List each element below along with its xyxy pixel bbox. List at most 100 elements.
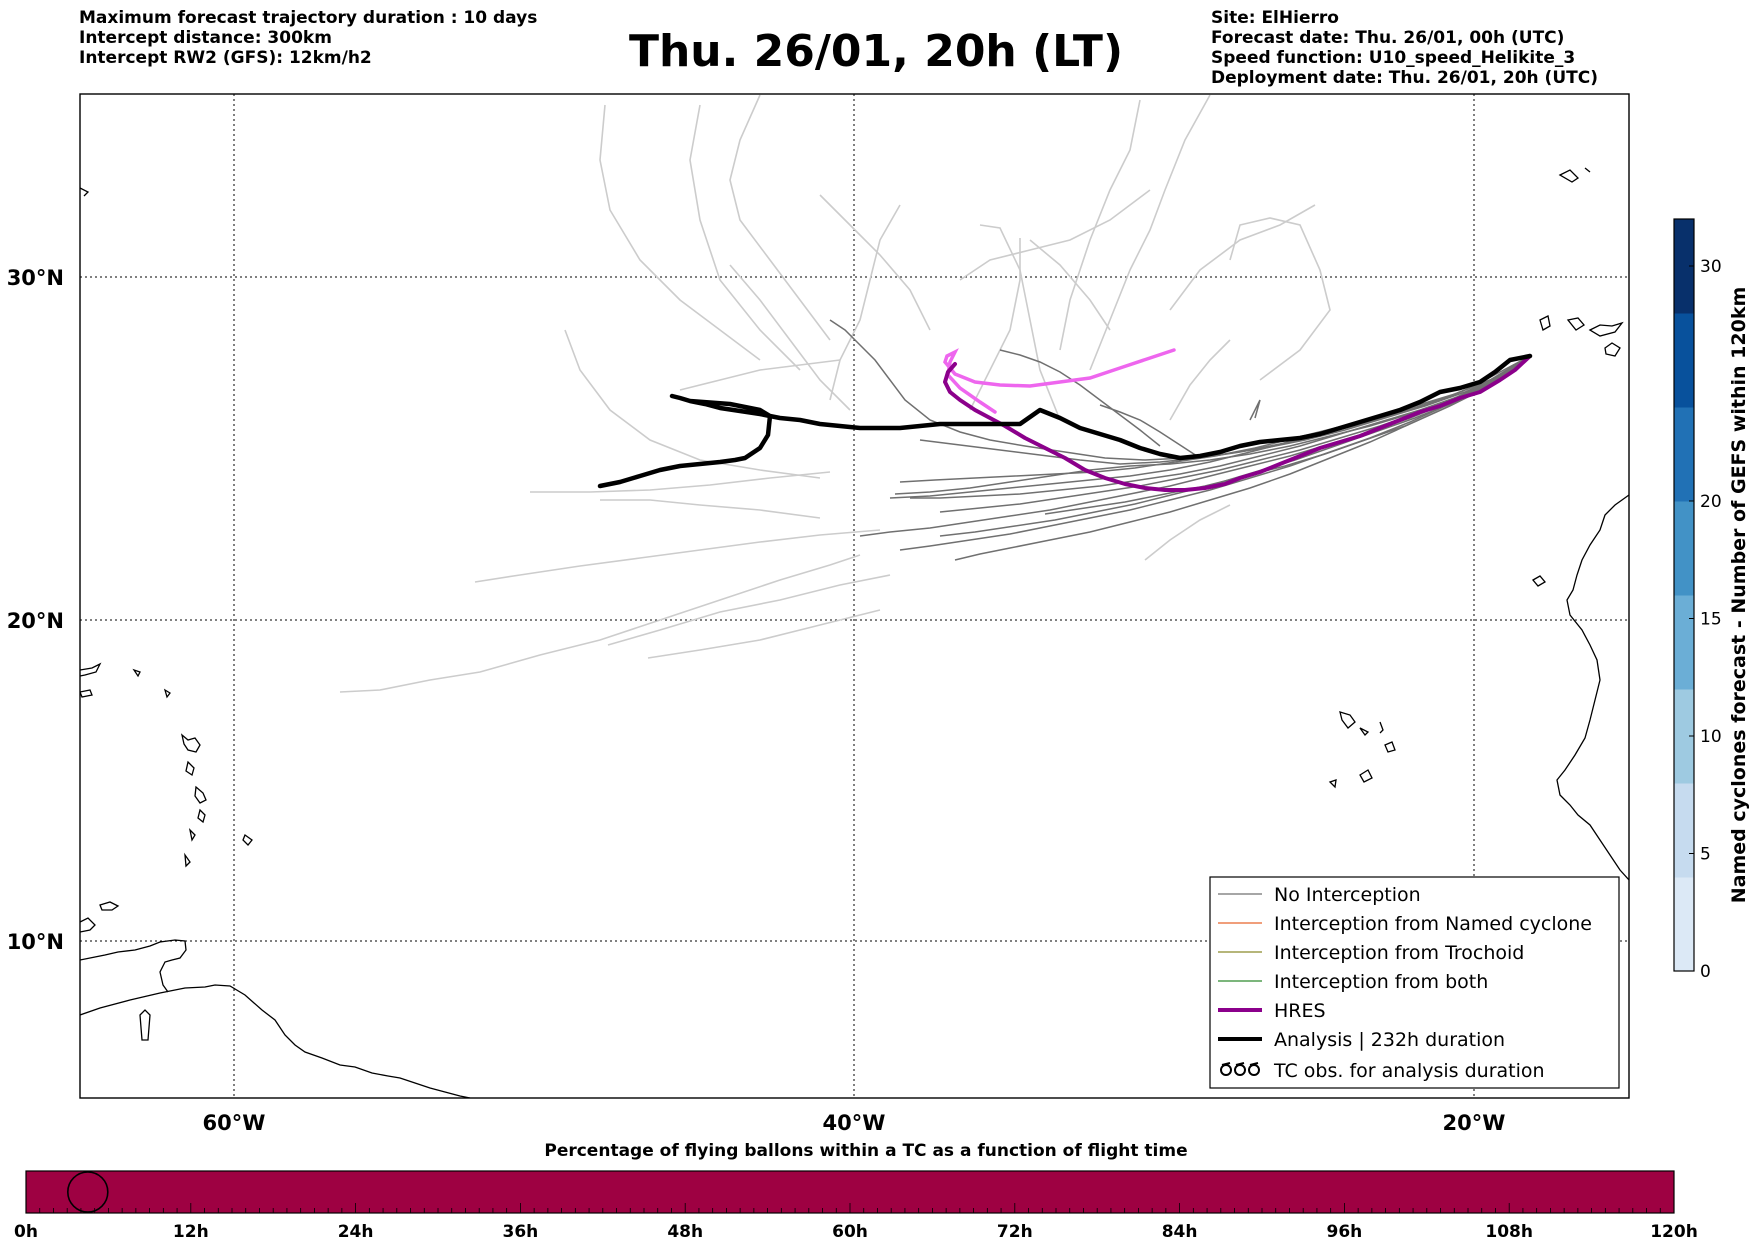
settings-line: Intercept distance: 300km — [79, 28, 332, 48]
timebar-tick-label: 120h — [1650, 1222, 1698, 1241]
dominica-island — [185, 760, 195, 777]
legend-label-hres: HRES — [1274, 1000, 1326, 1022]
site-line: Site: ElHierro — [1211, 8, 1339, 28]
legend-label-no-interception: No Interception — [1274, 884, 1421, 906]
timebar-frame — [25, 1170, 1675, 1214]
colorbar-segment — [1674, 877, 1694, 972]
gefs-track — [729, 264, 851, 411]
lon-label-40w: 40°W — [823, 1111, 886, 1135]
legend-label-tc-obs: TC obs. for analysis duration — [1273, 1060, 1545, 1082]
hres-trajectory — [943, 354, 1532, 492]
deployment-date-line: Deployment date: Thu. 26/01, 20h (UTC) — [1211, 68, 1598, 88]
gefs-track — [959, 189, 1151, 281]
madeira-island — [1558, 169, 1580, 183]
gefs-track — [979, 224, 1061, 421]
bermuda-mark — [80, 187, 90, 197]
settings-line: Maximum forecast trajectory duration : 1… — [79, 8, 538, 28]
timebar-tick-label: 60h — [832, 1222, 868, 1241]
colorbar-tick-label: 10 — [1700, 727, 1722, 747]
colorbar-segment — [1674, 407, 1694, 502]
martinique-island — [194, 785, 207, 804]
legend-label-analysis: Analysis | 232h duration — [1274, 1029, 1505, 1051]
cape-verde-island — [1359, 769, 1373, 783]
analysis-trajectory — [597, 353, 1533, 489]
madeira-islet — [1584, 167, 1591, 173]
colorbar-tick-label: 30 — [1700, 257, 1722, 277]
st-lucia-island — [197, 808, 206, 824]
latitude-labels: 30°N 20°N 10°N — [7, 266, 64, 954]
cape-verde-island — [1379, 721, 1384, 734]
gefs-track — [679, 359, 841, 391]
cape-verde-island — [1359, 727, 1370, 737]
no-interception-track — [899, 355, 1531, 483]
gefs-track — [1029, 239, 1111, 331]
timebar-tick-label: 48h — [667, 1222, 703, 1241]
no-interception-track — [889, 355, 1531, 499]
colorbar-segment — [1674, 219, 1694, 314]
canary-island-lanzarote — [1604, 342, 1621, 357]
hres-late-segment — [943, 348, 1176, 414]
no-interception-track — [899, 355, 1531, 551]
legend: No Interception Interception from Named … — [1209, 876, 1620, 1089]
colorbar-tick-label: 5 — [1700, 845, 1711, 865]
gefs-track — [1169, 339, 1231, 421]
timebar: Percentage of flying ballons within a TC… — [14, 1141, 1698, 1241]
gefs-track — [1144, 504, 1231, 561]
cape-verde-island — [1328, 779, 1337, 789]
lon-label-60w: 60°W — [203, 1111, 266, 1135]
gefs-track — [1059, 99, 1141, 351]
colorbar-tick-label: 15 — [1700, 610, 1722, 630]
lat-label-30n: 30°N — [7, 266, 64, 290]
canary-island-tenerife — [1539, 315, 1551, 331]
site-info-block: Site: ElHierro Forecast date: Thu. 26/01… — [1211, 8, 1598, 88]
settings-line: Intercept RW2 (GFS): 12km/h2 — [79, 48, 372, 68]
no-interception-track — [910, 355, 1531, 499]
timebar-title: Percentage of flying ballons within a TC… — [544, 1141, 1187, 1161]
legend-label-both: Interception from both — [1274, 971, 1488, 993]
south-america-coast — [80, 984, 471, 1098]
gefs-track — [1169, 204, 1316, 311]
west-africa-coast — [1556, 494, 1629, 881]
coastlines — [80, 167, 1629, 1098]
page-title: Thu. 26/01, 20h (LT) — [628, 26, 1124, 77]
longitude-labels: 60°W 40°W 20°W — [203, 1111, 1506, 1135]
colorbar-tick-label: 20 — [1700, 492, 1722, 512]
grenada-island — [184, 852, 191, 868]
legend-label-named-cyclone: Interception from Named cyclone — [1274, 913, 1592, 935]
timebar-tick-label: 84h — [1162, 1222, 1198, 1241]
gefs-track — [564, 329, 821, 479]
speed-function-line: Speed function: U10_speed_Helikite_3 — [1211, 48, 1576, 68]
gefs-track — [530, 471, 831, 493]
legend-box — [1209, 876, 1620, 1089]
no-interception-track — [999, 349, 1161, 447]
legend-label-trochoid: Interception from Trochoid — [1274, 942, 1524, 964]
gefs-track — [607, 574, 891, 646]
no-interception-track — [954, 355, 1531, 561]
gefs-track — [689, 104, 801, 371]
colorbar-label: Named cyclones forecast - Number of GEFS… — [1728, 287, 1750, 904]
colorbar-frame — [1673, 218, 1695, 972]
timebar-tick-label: 36h — [503, 1222, 539, 1241]
colorbar-segment — [1674, 595, 1694, 690]
timebar-current-marker — [67, 1171, 109, 1213]
timebar-tick-label: 12h — [173, 1222, 209, 1241]
caribbean-island — [139, 1009, 151, 1041]
colorbar-segment — [1674, 313, 1694, 408]
coastal-island — [1532, 575, 1546, 587]
gefs-track — [599, 104, 761, 361]
timebar-tick-label: 96h — [1327, 1222, 1363, 1241]
gefs-track — [829, 204, 901, 401]
timebar-tick-label: 0h — [14, 1222, 38, 1241]
barbados-island — [242, 833, 253, 846]
trinidad-venezuela-coast — [80, 939, 187, 993]
gefs-track — [729, 94, 831, 341]
lon-label-20w: 20°W — [1443, 1111, 1506, 1135]
canary-island-fuerteventura — [1588, 321, 1624, 337]
caribbean-island — [80, 689, 93, 698]
gefs-track — [474, 529, 881, 583]
puerto-rico-island — [80, 662, 102, 677]
cape-verde-island — [1339, 711, 1356, 729]
map-frame — [79, 93, 1630, 1099]
gefs-track — [1089, 94, 1211, 371]
